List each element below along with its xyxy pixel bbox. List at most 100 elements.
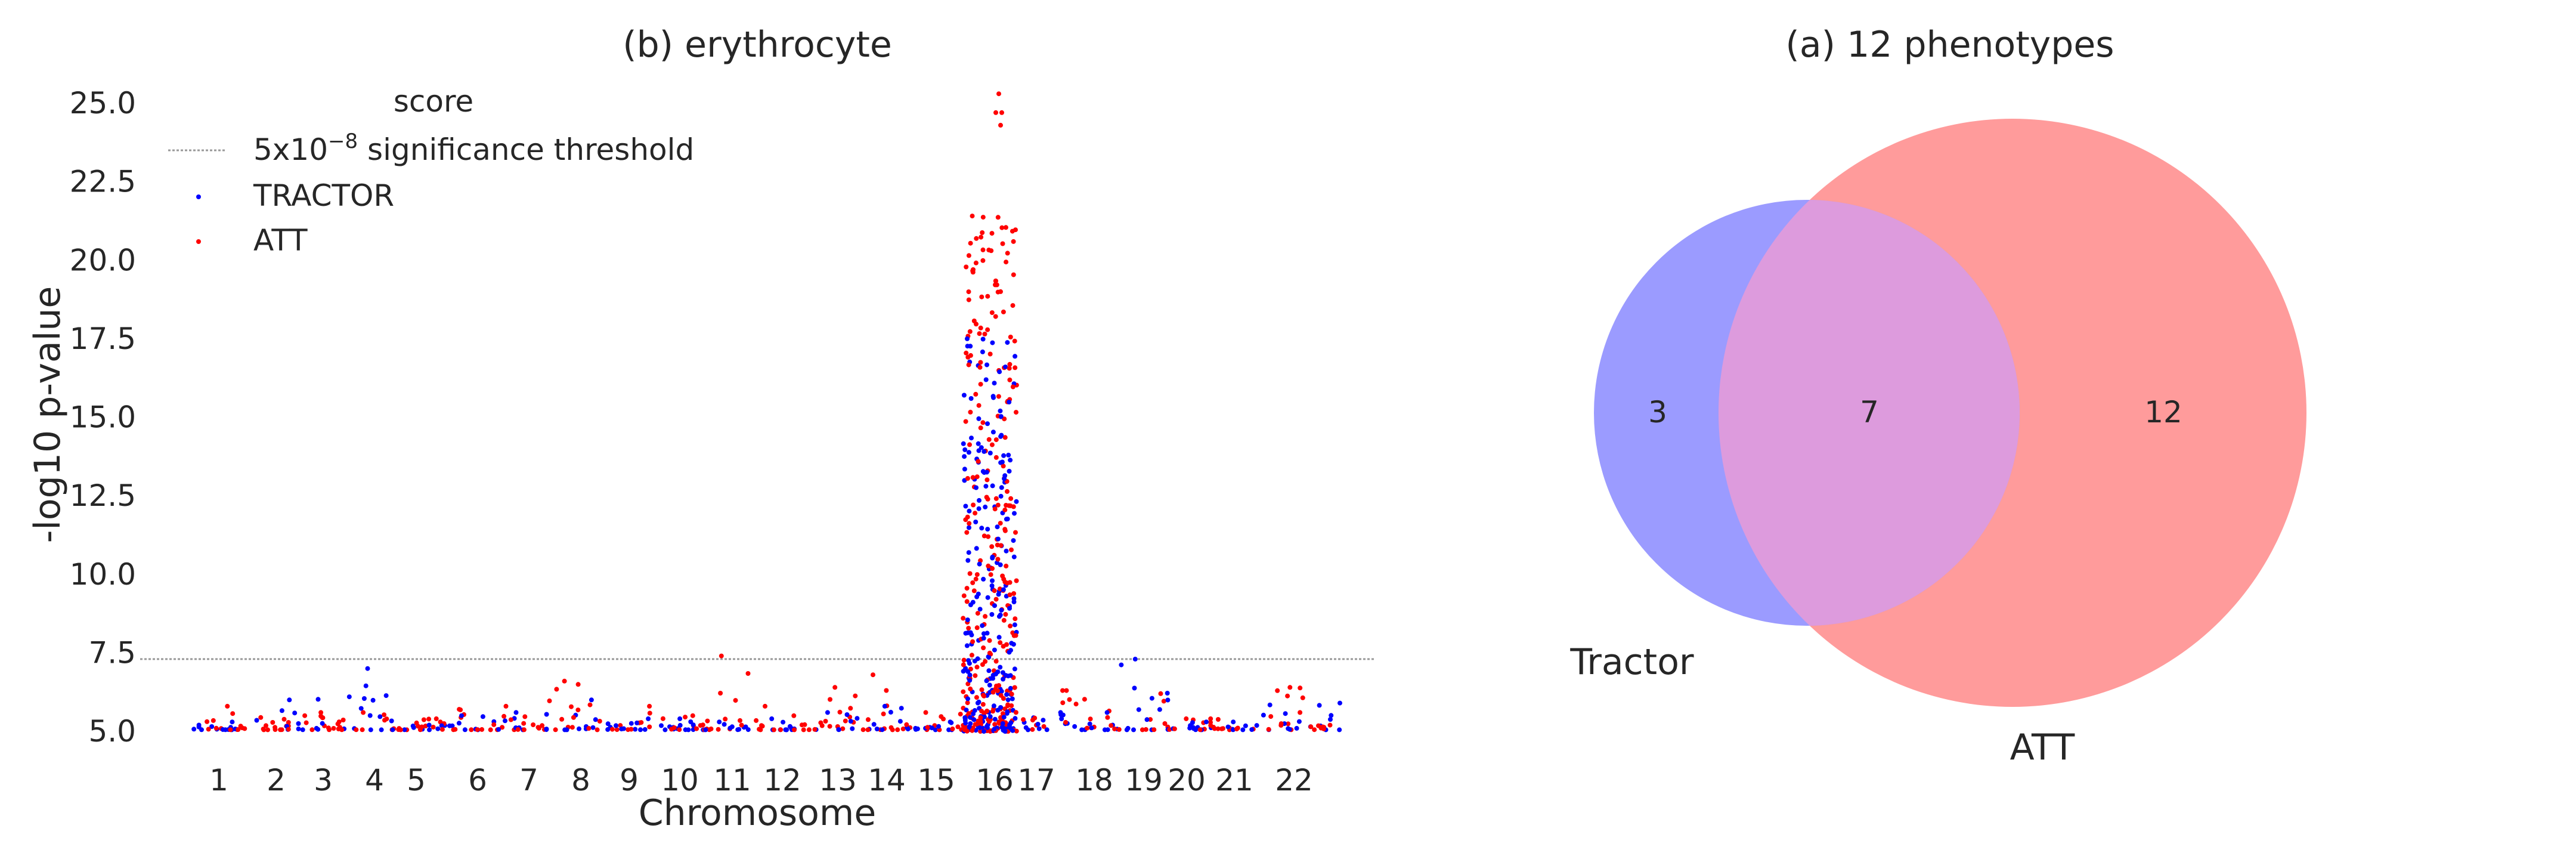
tractor-point (346, 694, 352, 700)
tractor-point (621, 726, 626, 731)
att-point (1014, 728, 1019, 734)
x-tick-label: 2 (267, 763, 286, 798)
x-tick-label: 11 (713, 763, 751, 798)
tractor-point (633, 727, 638, 732)
att-point (414, 720, 419, 725)
att-point (994, 684, 999, 688)
att-point (1005, 489, 1010, 494)
tractor-point (933, 727, 938, 733)
att-point (801, 727, 806, 733)
tractor-point (965, 558, 971, 563)
tractor-point (1089, 725, 1094, 731)
att-point (1004, 503, 1009, 508)
tractor-point (882, 703, 887, 709)
att-point (895, 727, 900, 733)
tractor-point (628, 721, 634, 726)
tractor-point (985, 527, 990, 532)
venn-att-only-count: 12 (2144, 395, 2182, 430)
tractor-point (1225, 724, 1231, 730)
att-point (1009, 691, 1014, 697)
tractor-point (913, 725, 918, 731)
att-point (965, 514, 970, 520)
tractor-point (999, 432, 1004, 438)
att-point (522, 714, 528, 719)
att-point (823, 719, 828, 724)
x-tick-label: 20 (1168, 763, 1206, 798)
att-point (491, 722, 497, 727)
att-point (1308, 724, 1314, 730)
tractor-point (984, 631, 990, 636)
att-point (840, 726, 846, 731)
tractor-point (989, 583, 995, 588)
att-point (1009, 547, 1014, 552)
att-point (1002, 579, 1008, 585)
manhattan-title: (b) erythrocyte (623, 24, 892, 66)
tractor-point (1007, 400, 1012, 404)
tractor-point (1007, 605, 1012, 611)
tractor-point (1006, 452, 1011, 458)
tractor-point (605, 727, 611, 732)
att-point (980, 215, 986, 220)
att-point (992, 722, 998, 727)
legend-tractor-label: TRACTOR (253, 178, 394, 213)
att-point (966, 289, 971, 295)
att-point (1172, 726, 1177, 731)
att-point (575, 682, 581, 687)
att-point (974, 322, 979, 327)
tractor-point (1008, 685, 1013, 691)
tractor-point (998, 665, 1003, 670)
x-tick-label: 12 (763, 763, 801, 798)
tractor-point (998, 493, 1004, 499)
att-point (1219, 726, 1224, 731)
venn-overlap (1719, 200, 2020, 626)
tractor-point (1286, 726, 1291, 731)
tractor-point (850, 726, 855, 731)
tractor-point (967, 508, 972, 514)
tractor-point (1012, 511, 1017, 516)
tractor-point (963, 503, 968, 509)
att-point (1112, 726, 1117, 731)
att-point (968, 409, 973, 415)
att-point (739, 722, 744, 728)
tractor-point (990, 340, 995, 345)
tractor-point (377, 714, 383, 719)
att-point (1161, 699, 1166, 704)
att-point (1008, 496, 1014, 501)
tractor-point (1119, 662, 1124, 668)
att-point (992, 588, 997, 594)
att-point (973, 391, 979, 397)
att-point (236, 727, 241, 732)
tractor-point (1011, 538, 1016, 543)
tractor-point (1014, 499, 1019, 504)
tractor-point (513, 710, 519, 715)
tractor-point (677, 722, 683, 728)
att-point (647, 710, 652, 716)
att-point (547, 698, 552, 703)
tractor-point (1000, 670, 1005, 675)
att-point (958, 712, 963, 717)
tractor-point (1136, 707, 1141, 712)
tractor-point (722, 722, 727, 727)
att-point (1004, 563, 1009, 568)
att-point (881, 711, 886, 716)
tractor-point (998, 408, 1003, 413)
att-point (998, 289, 1003, 294)
x-tick-label: 18 (1075, 763, 1113, 798)
x-tick-label: 8 (571, 763, 590, 798)
tractor-point (874, 727, 880, 731)
tractor-point (279, 708, 284, 713)
tractor-point (735, 727, 741, 733)
tractor-point (379, 727, 384, 733)
att-point (213, 725, 219, 731)
att-point (719, 653, 724, 659)
tractor-point (590, 725, 596, 730)
tractor-point (1283, 711, 1288, 716)
att-point (985, 293, 990, 299)
att-point (1116, 727, 1122, 732)
att-point (988, 572, 993, 577)
tractor-point (968, 715, 973, 720)
att-point (639, 720, 644, 725)
att-point (1007, 592, 1013, 598)
manhattan-panel: (b) erythrocyte -log10 p-value Chromosom… (27, 24, 1374, 834)
tractor-point (967, 525, 971, 530)
